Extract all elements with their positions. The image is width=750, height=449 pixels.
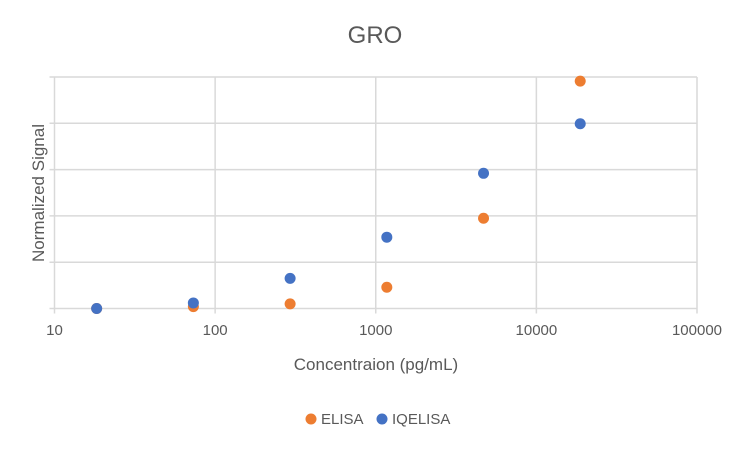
x-tick-label: 1000 bbox=[359, 322, 392, 339]
x-tick-label: 100000 bbox=[672, 322, 722, 339]
point-elisa bbox=[478, 212, 490, 224]
point-iqelisa bbox=[478, 167, 490, 179]
y-axis-label: Normalized Signal bbox=[29, 124, 48, 262]
data-points bbox=[91, 75, 586, 314]
legend-marker-iqelisa bbox=[376, 413, 388, 425]
gridlines bbox=[49, 76, 698, 314]
x-axis-label: Concentraion (pg/mL) bbox=[294, 355, 458, 374]
point-iqelisa bbox=[91, 303, 103, 314]
point-iqelisa bbox=[574, 118, 586, 130]
x-tick-label: 100 bbox=[203, 322, 228, 339]
x-tick-label: 10000 bbox=[516, 322, 558, 339]
point-iqelisa bbox=[381, 231, 393, 243]
point-elisa bbox=[284, 298, 296, 310]
point-elisa bbox=[574, 75, 586, 87]
x-tick-label: 10 bbox=[46, 322, 63, 339]
legend: ELISA IQELISA bbox=[305, 411, 450, 428]
chart-title: GRO bbox=[348, 22, 403, 49]
point-iqelisa bbox=[284, 272, 296, 284]
x-tick-labels: 10 100 1000 10000 100000 bbox=[46, 322, 722, 339]
point-iqelisa bbox=[187, 297, 199, 309]
legend-label-elisa: ELISA bbox=[321, 411, 364, 428]
legend-label-iqelisa: IQELISA bbox=[392, 411, 450, 428]
legend-marker-elisa bbox=[305, 413, 317, 425]
point-elisa bbox=[381, 281, 393, 293]
